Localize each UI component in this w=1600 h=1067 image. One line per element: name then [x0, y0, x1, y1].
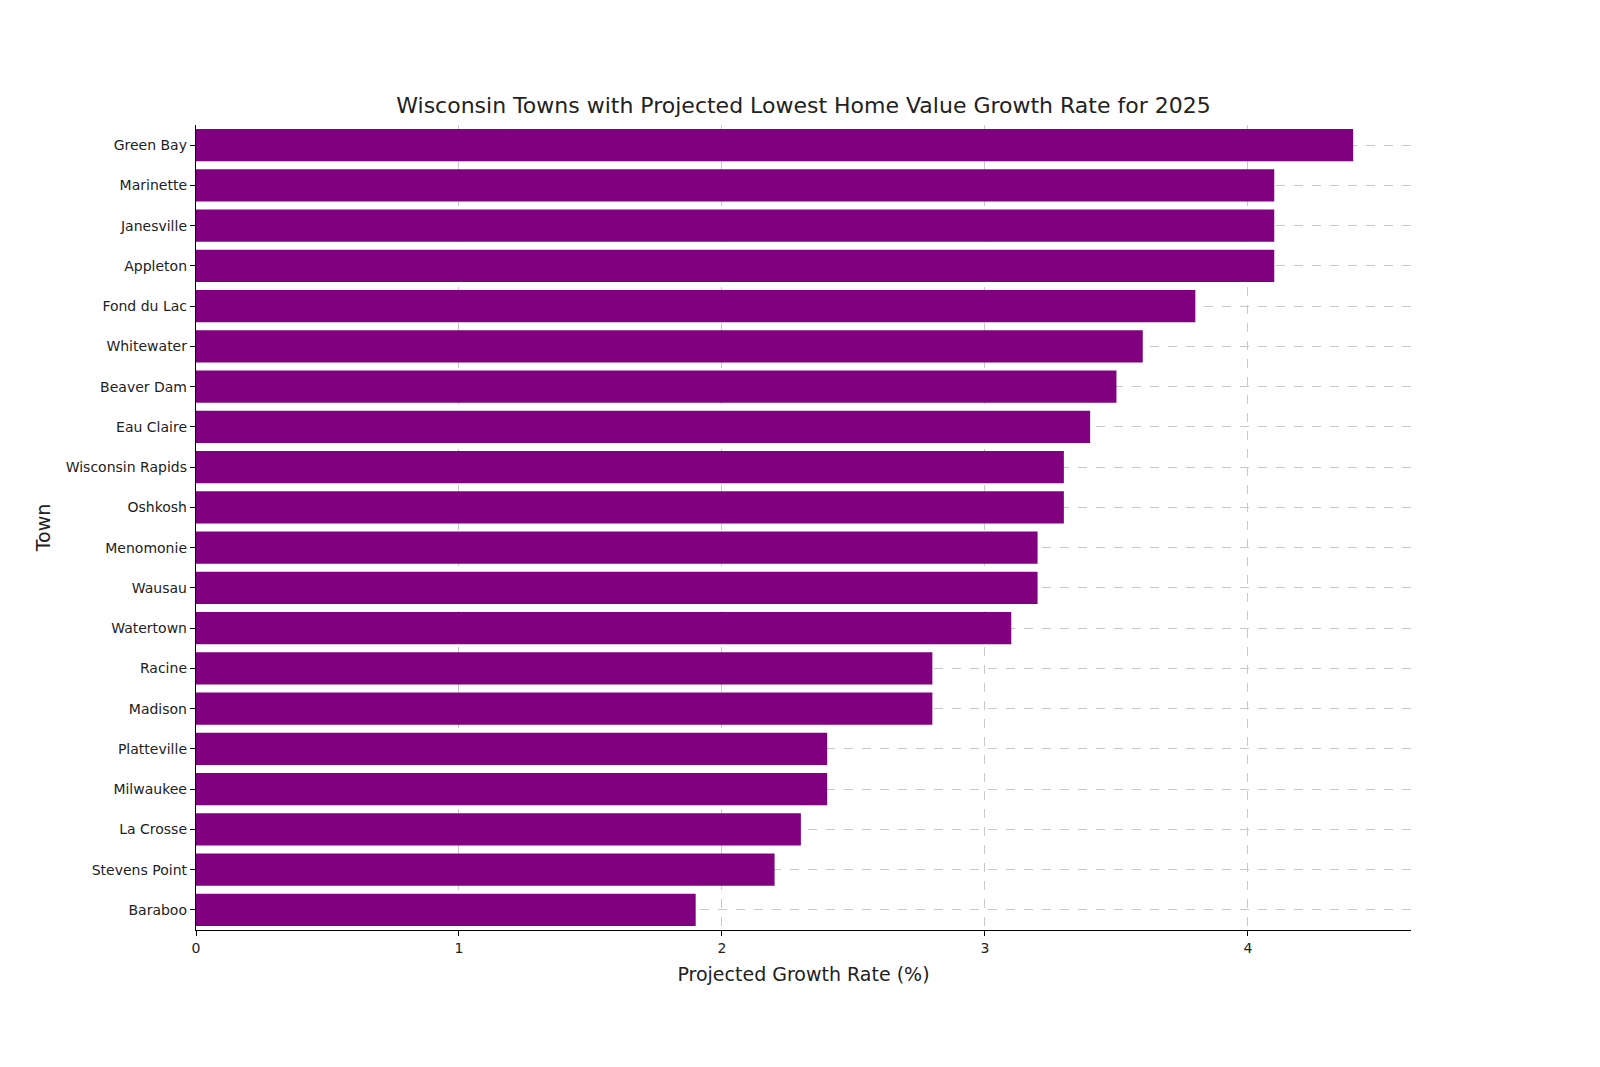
svg-text:Wisconsin Towns with Projected: Wisconsin Towns with Projected Lowest Ho… — [396, 93, 1210, 118]
svg-text:Madison: Madison — [129, 701, 187, 717]
svg-text:Platteville: Platteville — [118, 741, 187, 757]
svg-text:La Crosse: La Crosse — [119, 821, 187, 837]
svg-text:Town: Town — [32, 504, 54, 553]
svg-text:Projected Growth Rate (%): Projected Growth Rate (%) — [677, 963, 929, 985]
svg-text:Oshkosh: Oshkosh — [127, 499, 187, 515]
svg-text:Whitewater: Whitewater — [106, 338, 187, 354]
svg-text:Green Bay: Green Bay — [114, 137, 187, 153]
svg-text:Eau Claire: Eau Claire — [116, 419, 187, 435]
svg-text:4: 4 — [1243, 940, 1252, 956]
svg-text:0: 0 — [192, 940, 201, 956]
svg-text:Menomonie: Menomonie — [105, 540, 187, 556]
svg-text:Baraboo: Baraboo — [128, 902, 187, 918]
svg-text:Beaver Dam: Beaver Dam — [100, 379, 187, 395]
svg-text:Milwaukee: Milwaukee — [113, 781, 187, 797]
svg-text:Appleton: Appleton — [124, 258, 187, 274]
svg-text:Racine: Racine — [140, 660, 187, 676]
svg-text:Watertown: Watertown — [111, 620, 187, 636]
svg-text:Wausau: Wausau — [132, 580, 187, 596]
svg-text:Wisconsin Rapids: Wisconsin Rapids — [66, 459, 187, 475]
svg-text:1: 1 — [455, 940, 464, 956]
svg-text:2: 2 — [718, 940, 727, 956]
svg-text:Stevens Point: Stevens Point — [92, 862, 188, 878]
svg-text:Marinette: Marinette — [120, 177, 187, 193]
svg-text:3: 3 — [980, 940, 989, 956]
svg-text:Fond du Lac: Fond du Lac — [102, 298, 187, 314]
svg-text:Janesville: Janesville — [120, 218, 187, 234]
